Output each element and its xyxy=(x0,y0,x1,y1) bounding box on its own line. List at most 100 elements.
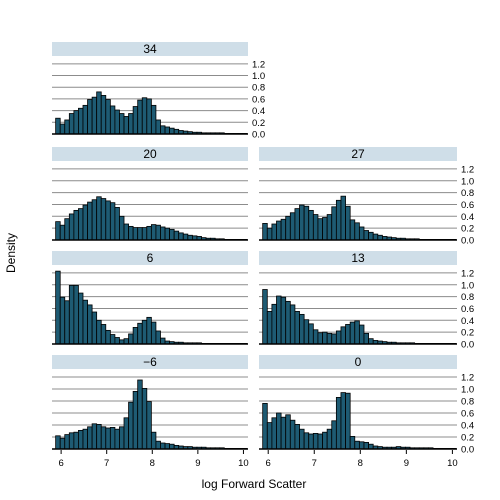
histogram-bar xyxy=(174,231,179,240)
histogram-bar xyxy=(106,201,111,240)
histogram-bar xyxy=(74,210,79,240)
histogram-bar xyxy=(290,305,295,344)
histogram-bar xyxy=(147,99,152,134)
histogram-bar xyxy=(69,433,74,449)
histogram-bar xyxy=(188,235,193,240)
histogram-bar xyxy=(65,219,70,240)
histogram-bar xyxy=(78,293,83,344)
histogram-bar xyxy=(110,106,115,134)
histogram-bar xyxy=(138,323,143,344)
histogram-bar xyxy=(336,397,341,449)
histogram-bar xyxy=(170,444,175,449)
histogram-bar xyxy=(101,95,106,134)
histogram-bar xyxy=(160,338,165,344)
histogram-bar xyxy=(129,114,134,134)
histogram-bar xyxy=(318,219,323,240)
histogram-bar xyxy=(281,297,286,344)
histogram-bar xyxy=(101,199,106,240)
histogram-bar xyxy=(151,432,156,449)
histogram-bar xyxy=(286,216,291,240)
x-tick-label: 6 xyxy=(266,458,271,469)
y-tick-label: 1.0 xyxy=(461,280,474,291)
histogram-bar xyxy=(263,223,268,240)
x-tick-label: 7 xyxy=(312,458,317,469)
y-tick-label: 1.2 xyxy=(252,59,265,70)
histogram-bar xyxy=(332,421,337,449)
histogram-bar xyxy=(323,217,328,240)
histogram-bar xyxy=(119,114,124,134)
histogram-bar xyxy=(359,325,364,344)
histogram-bar xyxy=(129,226,134,240)
histogram-bar xyxy=(65,301,70,344)
histogram-bar xyxy=(92,200,97,240)
histogram-bar xyxy=(115,429,120,449)
histogram-bar xyxy=(272,418,277,449)
y-tick-label: 0.8 xyxy=(461,188,474,199)
histogram-bar xyxy=(92,424,97,449)
histogram-bar xyxy=(336,200,341,240)
histogram-bar xyxy=(165,228,170,240)
histogram-bar xyxy=(97,424,102,449)
histogram-bar xyxy=(119,216,124,240)
histogram-bar xyxy=(263,403,268,449)
histogram-bar xyxy=(138,228,143,240)
histogram-bar xyxy=(346,206,351,240)
histogram-bar xyxy=(359,227,364,240)
panel-strip-label: 27 xyxy=(351,147,365,161)
histogram-bar xyxy=(92,312,97,344)
histogram-bar xyxy=(115,337,120,344)
histogram-bar xyxy=(115,207,120,240)
y-tick-label: 0.0 xyxy=(461,445,474,456)
histogram-bar xyxy=(97,320,102,344)
histogram-bar xyxy=(272,224,277,240)
histogram-bar xyxy=(341,196,346,240)
x-tick-label: 10 xyxy=(447,458,458,469)
x-tick-label: 10 xyxy=(238,458,249,469)
x-tick-label: 8 xyxy=(150,458,155,469)
histogram-bar xyxy=(309,434,314,449)
histogram-bar xyxy=(179,233,184,240)
histogram-bar xyxy=(183,234,188,240)
histogram-bar xyxy=(101,324,106,344)
histogram-bar xyxy=(332,207,337,240)
histogram-bar xyxy=(133,228,138,240)
histogram-bar xyxy=(313,433,318,449)
y-tick-label: 0.2 xyxy=(461,328,474,339)
x-tick-label: 8 xyxy=(358,458,363,469)
y-tick-label: 0.6 xyxy=(461,200,474,211)
histogram-bar xyxy=(60,124,65,134)
histogram-bar xyxy=(295,424,300,449)
histogram-bar xyxy=(133,107,138,134)
histogram-bar xyxy=(156,331,161,344)
panel-strip-label: 20 xyxy=(143,147,157,161)
x-tick-label: 6 xyxy=(58,458,63,469)
histogram-bar xyxy=(60,297,65,344)
y-tick-label: 0.0 xyxy=(461,340,474,351)
histogram-bar xyxy=(65,120,70,134)
histogram-bar xyxy=(300,429,305,449)
histogram-bar xyxy=(281,219,286,240)
histogram-bar xyxy=(56,222,61,240)
histogram-bar xyxy=(313,330,318,344)
histogram-bar xyxy=(165,444,170,449)
histogram-bar xyxy=(78,430,83,449)
histogram-bar xyxy=(124,224,129,240)
histogram-bar xyxy=(341,393,346,449)
y-tick-label: 0.2 xyxy=(252,118,265,129)
panel-strip-label: 34 xyxy=(143,42,157,56)
histogram-bar xyxy=(147,402,152,449)
histogram-bar xyxy=(106,100,111,134)
histogram-bar xyxy=(341,327,346,344)
y-tick-label: 0.6 xyxy=(252,94,265,105)
histogram-bar xyxy=(346,324,351,344)
x-axis-title: log Forward Scatter xyxy=(202,477,307,491)
histogram-bar xyxy=(332,334,337,344)
y-tick-label: 0.4 xyxy=(461,421,474,432)
histogram-bar xyxy=(110,335,115,344)
y-tick-label: 0.2 xyxy=(461,224,474,235)
histogram-bar xyxy=(69,285,74,344)
histogram-bar xyxy=(56,118,61,134)
histogram-bar xyxy=(318,434,323,449)
histogram-bar xyxy=(142,388,147,449)
